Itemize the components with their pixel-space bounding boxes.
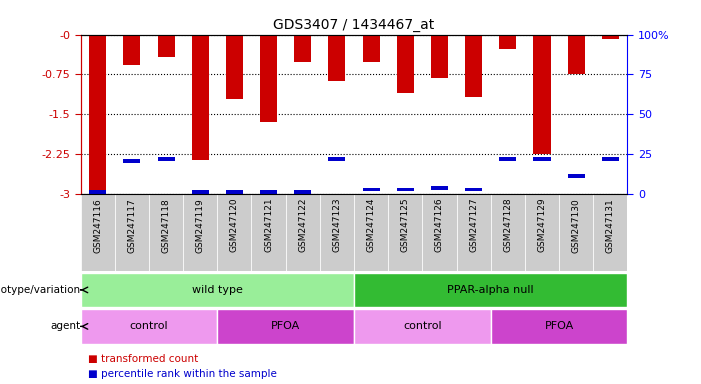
Bar [81,273,354,307]
Bar [491,309,627,344]
Text: wild type: wild type [192,285,243,295]
Text: ■ percentile rank within the sample: ■ percentile rank within the sample [88,369,276,379]
Bar [525,194,559,271]
Bar [286,194,320,271]
Text: GSM247119: GSM247119 [196,198,205,253]
Text: GSM247117: GSM247117 [128,198,137,253]
Bar [328,35,346,81]
Bar [533,157,550,161]
Bar [601,157,619,161]
Bar [362,187,380,191]
Text: GSM247127: GSM247127 [469,198,478,252]
Text: PFOA: PFOA [271,321,300,331]
Bar [158,35,175,57]
Bar [559,194,593,271]
Bar [431,35,448,78]
Text: control: control [403,321,442,331]
Bar [217,194,252,271]
Text: GSM247126: GSM247126 [435,198,444,252]
Bar [89,35,107,194]
Bar [158,157,175,161]
Bar [123,35,140,65]
Bar [191,35,209,160]
Text: control: control [130,321,168,331]
Text: GSM247120: GSM247120 [230,198,239,252]
Bar [149,194,183,271]
Bar [81,309,217,344]
Bar [260,190,277,194]
Bar [260,35,277,122]
Text: GSM247125: GSM247125 [401,198,410,252]
Bar [388,194,422,271]
Text: GSM247122: GSM247122 [298,198,307,252]
Bar [81,194,115,271]
Bar [89,190,107,194]
Bar [354,194,388,271]
Bar [123,159,140,163]
Bar [456,194,491,271]
Text: GSM247124: GSM247124 [367,198,376,252]
Bar [491,194,525,271]
Bar [226,190,243,194]
Bar [499,157,517,161]
Text: ■ transformed count: ■ transformed count [88,354,198,364]
Bar [397,187,414,191]
Bar [601,35,619,39]
Bar [354,273,627,307]
Bar [294,35,311,62]
Bar [431,186,448,190]
Text: PFOA: PFOA [545,321,573,331]
Bar [568,174,585,178]
Bar [294,190,311,194]
Bar [183,194,217,271]
Text: GSM247128: GSM247128 [503,198,512,252]
Bar [328,157,346,161]
Text: agent: agent [51,321,81,331]
Bar [397,35,414,93]
Bar [191,190,209,194]
Bar [320,194,354,271]
Text: GSM247121: GSM247121 [264,198,273,252]
Bar [533,35,550,154]
Bar [422,194,456,271]
Bar [499,35,517,50]
Text: GSM247116: GSM247116 [93,198,102,253]
Text: PPAR-alpha null: PPAR-alpha null [447,285,534,295]
Bar [354,309,491,344]
Bar [568,35,585,74]
Bar [465,187,482,191]
Bar [465,35,482,97]
Bar [217,309,354,344]
Text: genotype/variation: genotype/variation [0,285,81,295]
Bar [226,35,243,99]
Text: GSM247118: GSM247118 [161,198,170,253]
Title: GDS3407 / 1434467_at: GDS3407 / 1434467_at [273,18,435,32]
Text: GSM247123: GSM247123 [332,198,341,252]
Bar [593,194,627,271]
Bar [362,35,380,62]
Bar [252,194,286,271]
Text: GSM247130: GSM247130 [571,198,580,253]
Bar [115,194,149,271]
Text: GSM247129: GSM247129 [538,198,547,252]
Text: GSM247131: GSM247131 [606,198,615,253]
